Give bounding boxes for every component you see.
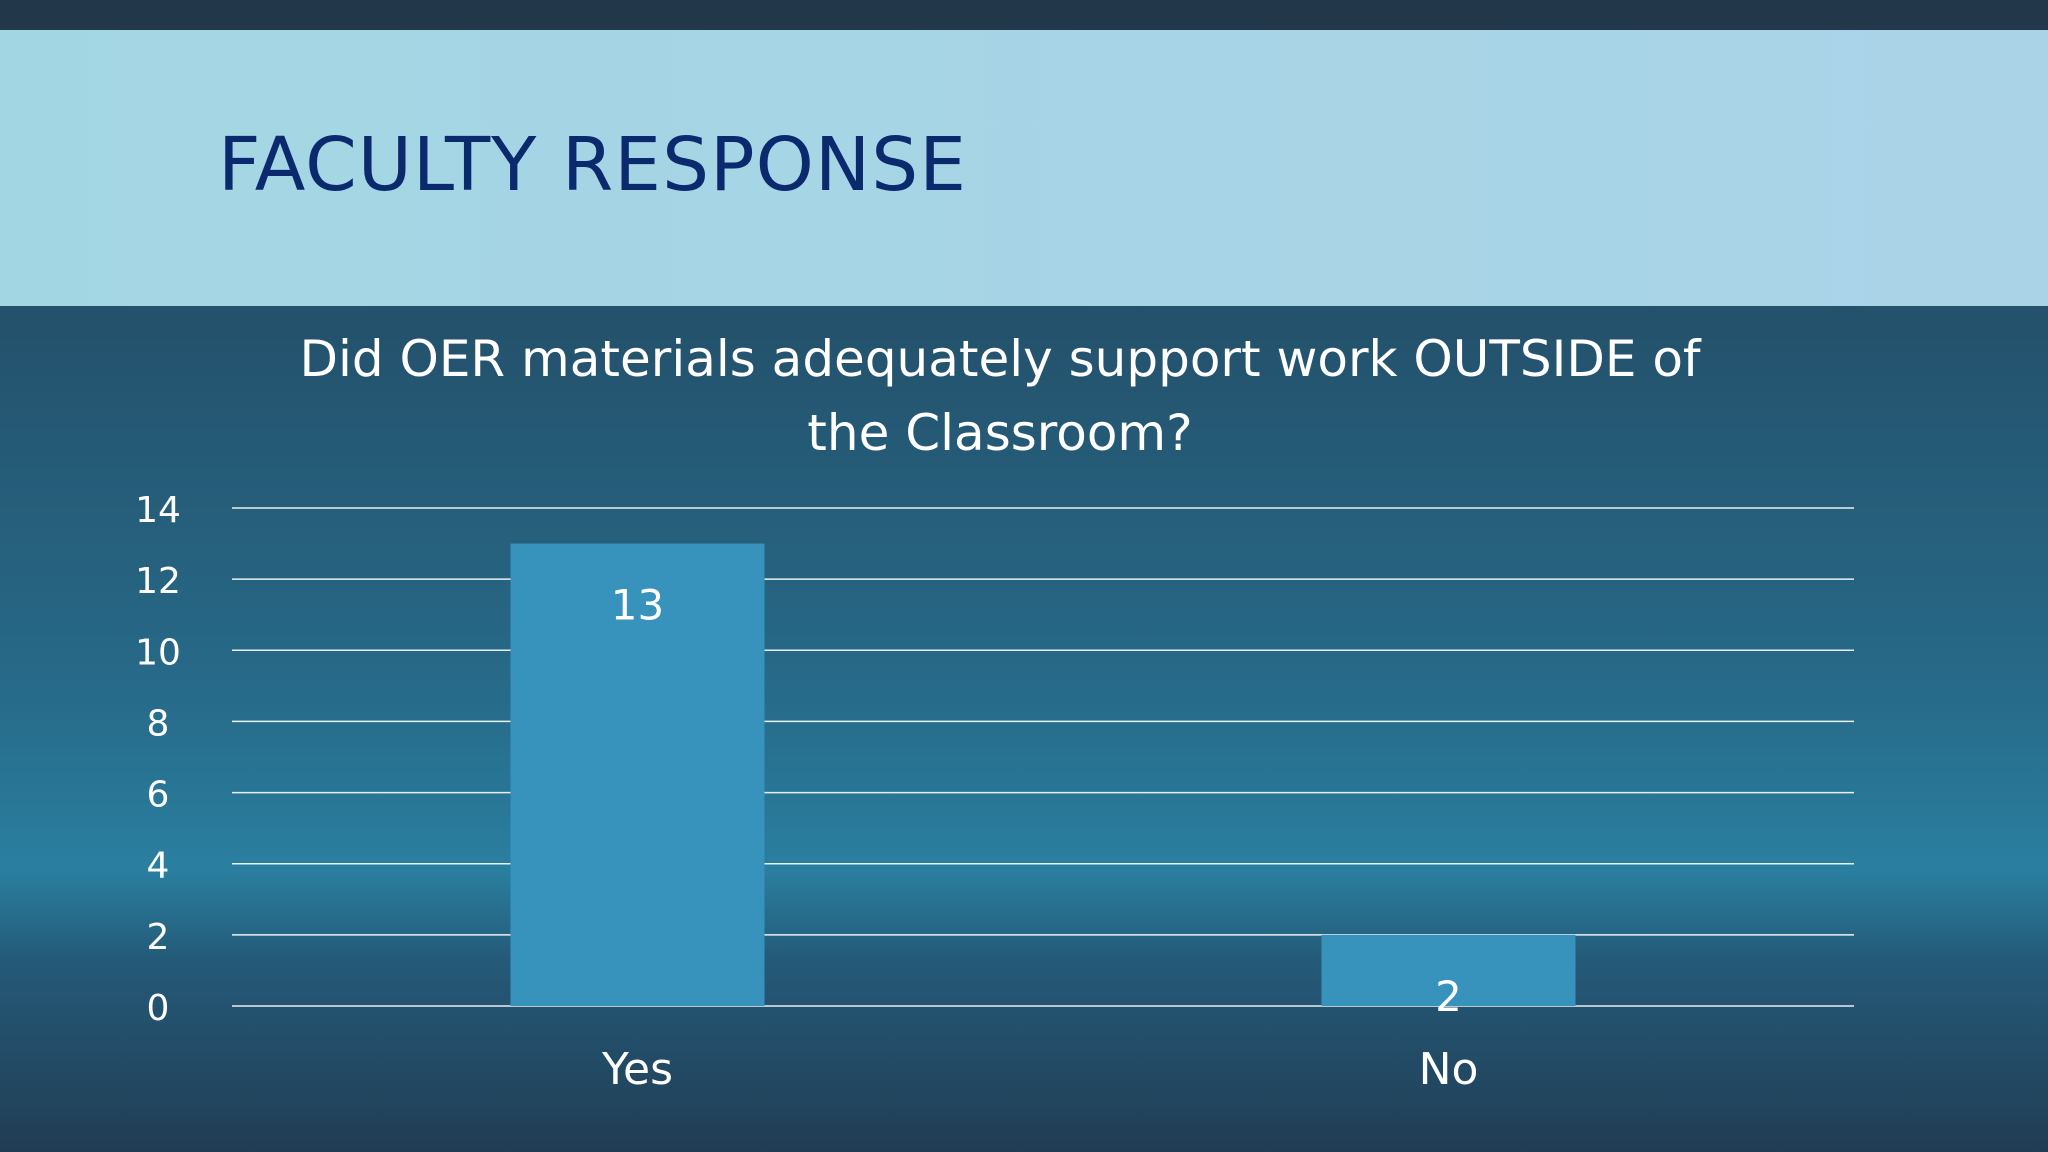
- x-category-label: Yes: [601, 1044, 673, 1095]
- y-tick-label: 6: [147, 775, 170, 816]
- chart-title: Did OER materials adequately support wor…: [200, 322, 1800, 470]
- y-tick-label: 8: [147, 703, 170, 744]
- slide-title: FACULTY RESPONSE: [218, 122, 967, 208]
- data-label: 2: [1435, 972, 1462, 1021]
- chart-title-line-1: Did OER materials adequately support wor…: [299, 330, 1701, 388]
- chart-title-line-2: the Classroom?: [807, 404, 1193, 462]
- x-category-label: No: [1419, 1044, 1479, 1095]
- y-tick-label: 12: [135, 561, 181, 602]
- y-tick-label: 0: [147, 988, 170, 1029]
- bar: [1321, 934, 1576, 1006]
- y-tick-label: 10: [135, 632, 181, 673]
- top-strip: [0, 0, 2048, 30]
- data-label: 13: [611, 581, 664, 630]
- y-tick-label: 4: [147, 846, 170, 887]
- title-band: [0, 30, 2048, 306]
- bar: [510, 543, 765, 1006]
- y-tick-label: 14: [135, 490, 181, 531]
- y-tick-label: 2: [147, 917, 170, 958]
